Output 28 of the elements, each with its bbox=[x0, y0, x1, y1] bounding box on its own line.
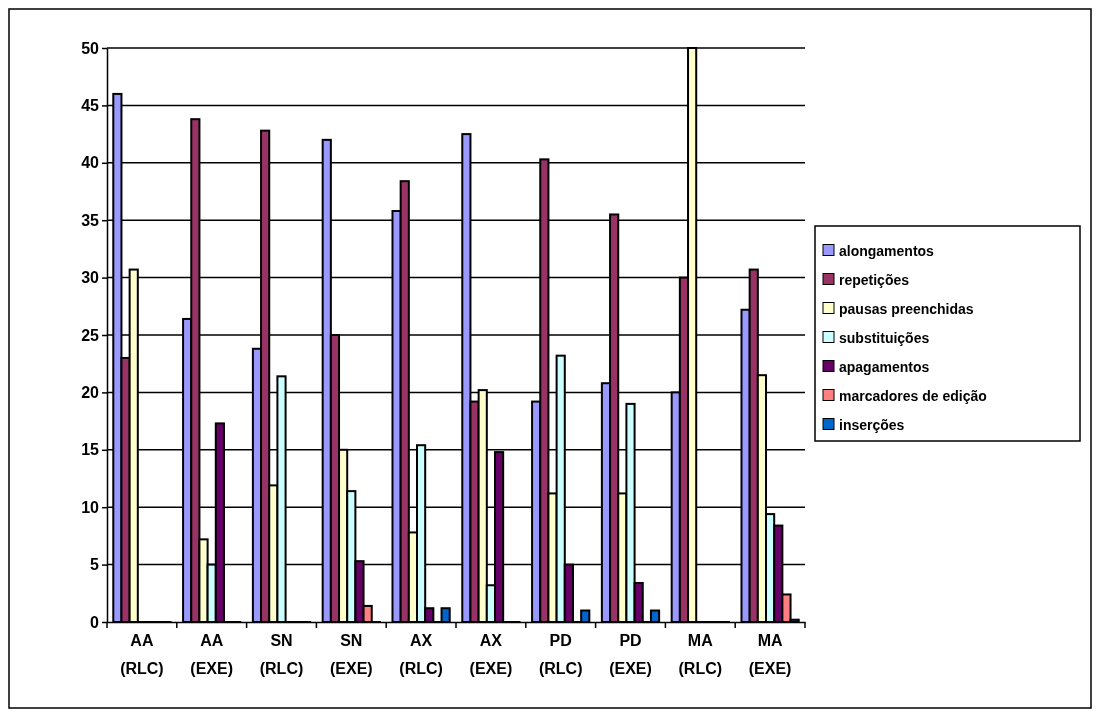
legend-label: marcadores de edição bbox=[839, 387, 987, 404]
legend-label: alongamentos bbox=[839, 242, 935, 259]
x-tick-label: PD (EXE) bbox=[609, 632, 652, 677]
x-tick-label: AA (RLC) bbox=[120, 632, 164, 677]
x-tick-label: SN (RLC) bbox=[259, 632, 304, 677]
y-tick-label: 35 bbox=[81, 211, 100, 229]
y-tick-label: 15 bbox=[81, 441, 100, 459]
y-tick-label: 0 bbox=[90, 613, 100, 631]
legend-label: apagamentos bbox=[839, 358, 930, 375]
x-tick-label: AX (EXE) bbox=[469, 632, 513, 677]
legend-label: pausas preenchidas bbox=[839, 300, 974, 317]
y-tick-label: 30 bbox=[81, 269, 100, 287]
x-tick-label: MA (EXE) bbox=[748, 632, 792, 677]
x-tick-label: AA (EXE) bbox=[190, 632, 234, 677]
legend-label: repetições bbox=[839, 271, 910, 288]
x-tick-label: AX (RLC) bbox=[399, 632, 443, 677]
x-tick-label: PD (RLC) bbox=[538, 632, 583, 677]
x-tick-label: SN (EXE) bbox=[329, 632, 373, 677]
y-tick-label: 5 bbox=[90, 556, 100, 574]
y-tick-label: 10 bbox=[81, 498, 100, 516]
x-tick-label: MA (RLC) bbox=[678, 632, 723, 677]
y-tick-label: 50 bbox=[81, 39, 100, 57]
y-tick-label: 45 bbox=[81, 97, 100, 115]
y-tick-label: 40 bbox=[81, 154, 100, 172]
y-tick-label: 25 bbox=[81, 326, 100, 344]
y-tick-label: 20 bbox=[81, 384, 100, 402]
legend-label: inserções bbox=[839, 416, 905, 433]
legend-label: substituições bbox=[839, 329, 930, 346]
